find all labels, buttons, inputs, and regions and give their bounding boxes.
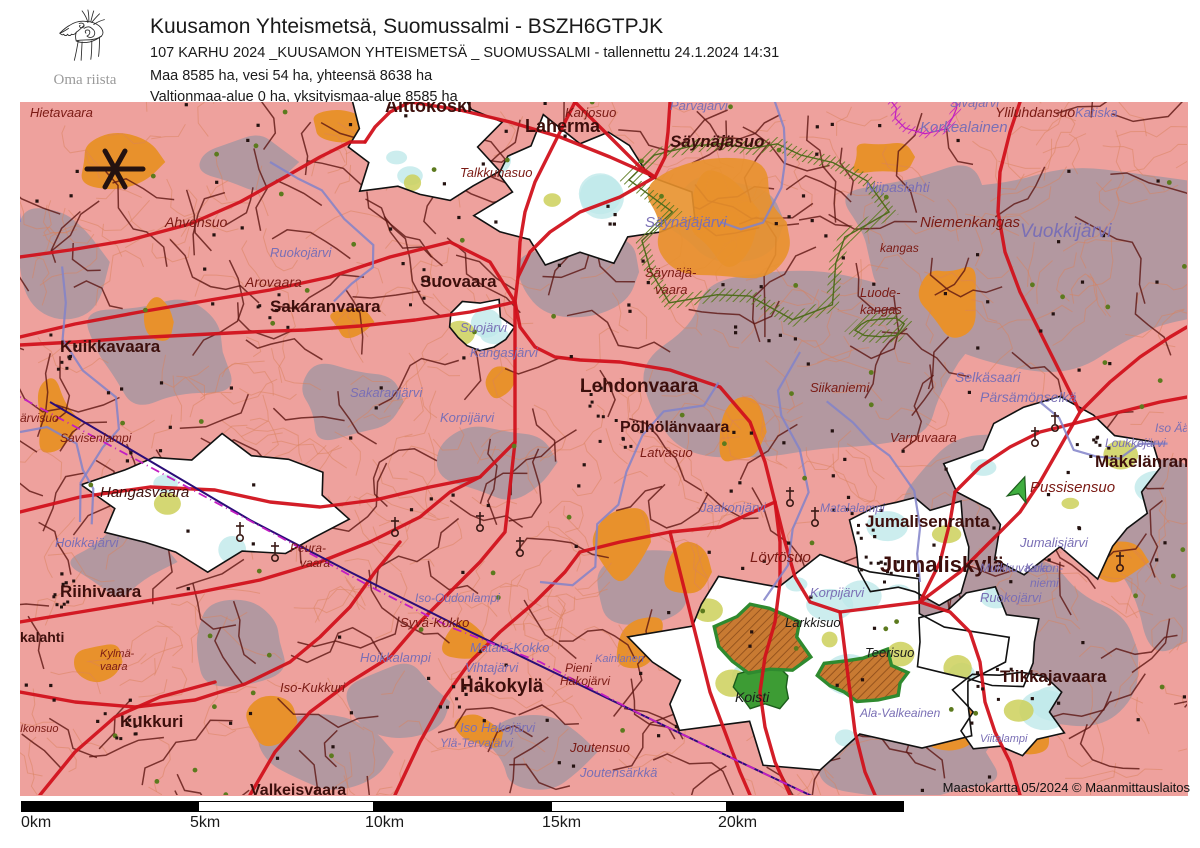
svg-text:Syvä-Kokko: Syvä-Kokko [400,615,469,630]
svg-text:Kangasjärvi: Kangasjärvi [470,345,539,360]
svg-text:Löytösuo: Löytösuo [750,549,811,566]
svg-text:vaara: vaara [100,661,128,673]
svg-text:Jumalisjärvi: Jumalisjärvi [1019,535,1089,550]
svg-text:Varpuvaara: Varpuvaara [890,430,957,445]
svg-text:kangas: kangas [880,241,919,255]
svg-text:Jaakonjärvi: Jaakonjärvi [699,500,767,515]
svg-text:Joutensärkkä: Joutensärkkä [579,765,657,780]
svg-text:Katiska: Katiska [1075,105,1118,120]
svg-text:Korkealainen: Korkealainen [920,119,1008,136]
svg-text:kalahti: kalahti [20,629,64,645]
svg-text:Hoikkajärvi: Hoikkajärvi [55,535,120,550]
svg-text:Koisti: Koisti [735,689,770,705]
svg-text:vaara: vaara [300,556,330,570]
svg-text:Säynäjä-: Säynäjä- [645,265,697,280]
svg-text:Sivajärvi: Sivajärvi [950,102,1000,110]
svg-text:Peura-: Peura- [290,541,326,555]
svg-text:Pölhölänvaara: Pölhölänvaara [620,419,729,436]
svg-text:Hietavaara: Hietavaara [30,105,93,120]
svg-text:Pieni: Pieni [565,661,592,675]
svg-text:Matalalampi: Matalalampi [820,501,885,515]
svg-text:Niemenkangas: Niemenkangas [920,214,1021,231]
svg-text:Karjosuo: Karjosuo [565,105,616,120]
svg-text:Ruokojärvi: Ruokojärvi [270,245,333,260]
svg-text:Talkkunasuo: Talkkunasuo [460,165,533,180]
svg-text:Matala-Kokko: Matala-Kokko [470,640,549,655]
svg-text:Iso-Kukkuri: Iso-Kukkuri [280,680,346,695]
svg-text:Sakaranvaara: Sakaranvaara [270,297,381,316]
svg-text:Ylä-Tervajärvi: Ylä-Tervajärvi [440,736,513,750]
svg-text:Korpijärvi: Korpijärvi [810,585,865,600]
svg-text:Siikaniemi: Siikaniemi [810,380,870,395]
svg-text:Arovaara: Arovaara [244,274,302,290]
svg-text:Iso Hakojärvi: Iso Hakojärvi [460,720,536,735]
svg-text:Mäkelänranta: Mäkelänranta [1095,452,1187,471]
svg-text:Tiikkajavaara: Tiikkajavaara [1000,667,1107,686]
svg-text:Niipaslahti: Niipaslahti [865,179,930,195]
svg-text:Iso-Oudonlampi: Iso-Oudonlampi [415,591,500,605]
svg-text:Kuikkavaara: Kuikkavaara [60,337,161,356]
svg-text:Riihivaara: Riihivaara [60,582,142,601]
svg-text:Latvasuo: Latvasuo [640,445,693,460]
svg-text:ärvisuo: ärvisuo [20,411,59,425]
svg-text:Hakojärvi: Hakojärvi [560,674,610,688]
svg-text:Aittokoski: Aittokoski [385,102,472,116]
svg-text:Larkkisuo: Larkkisuo [785,615,841,630]
svg-text:Suovaara: Suovaara [420,272,497,291]
svg-text:Pärsämönselkä: Pärsämönselkä [980,389,1077,405]
svg-text:Teerisuo: Teerisuo [865,645,914,660]
svg-text:Säynäjäjärvi: Säynäjäjärvi [645,214,727,231]
svg-text:Selkäsaari: Selkäsaari [955,369,1021,385]
svg-text:Sakaranjärvi: Sakaranjärvi [350,385,423,400]
svg-text:Valkeisvaara: Valkeisvaara [250,782,346,795]
svg-text:Loukkojärvi: Loukkojärvi [1105,436,1166,450]
svg-text:Hoikkalampi: Hoikkalampi [360,650,432,665]
svg-text:Kylmä-: Kylmä- [100,648,135,660]
svg-text:Muikkuvaara: Muikkuvaara [980,561,1048,575]
svg-text:kangas: kangas [860,302,902,317]
svg-text:Joutensuo: Joutensuo [569,740,630,755]
svg-text:Savisenlampi: Savisenlampi [60,431,132,445]
svg-text:Yliluhdansuo: Yliluhdansuo [995,104,1075,120]
svg-text:Korpijärvi: Korpijärvi [440,410,495,425]
svg-text:Ahvensuo: Ahvensuo [164,214,227,230]
svg-text:vaara: vaara [655,282,688,297]
svg-text:Vuokkijärvi: Vuokkijärvi [1020,221,1112,242]
svg-text:Ruokojärvi: Ruokojärvi [980,590,1043,605]
svg-text:Säynäjäsuo: Säynäjäsuo [670,132,765,151]
svg-text:Hakokylä: Hakokylä [460,676,544,697]
svg-text:niemi: niemi [1030,576,1059,590]
svg-text:Ikonsuo: Ikonsuo [20,723,59,735]
svg-text:Kukkuri: Kukkuri [120,712,183,731]
svg-text:Parvajärvi: Parvajärvi [670,102,729,113]
svg-text:Iso Äänteri: Iso Äänteri [1155,421,1187,435]
svg-text:Vihtajärvi: Vihtajärvi [465,660,519,675]
svg-text:Hangasvaara: Hangasvaara [100,484,189,501]
svg-text:Pussisensuo: Pussisensuo [1030,479,1115,496]
svg-text:Ala-Valkeainen: Ala-Valkeainen [859,706,941,720]
svg-text:Luode-: Luode- [860,285,901,300]
svg-text:Kainlanen: Kainlanen [595,653,644,665]
svg-text:Suojärvi: Suojärvi [460,320,508,335]
svg-text:Viitalampi: Viitalampi [980,733,1028,745]
svg-text:Lehdonvaara: Lehdonvaara [580,376,699,397]
